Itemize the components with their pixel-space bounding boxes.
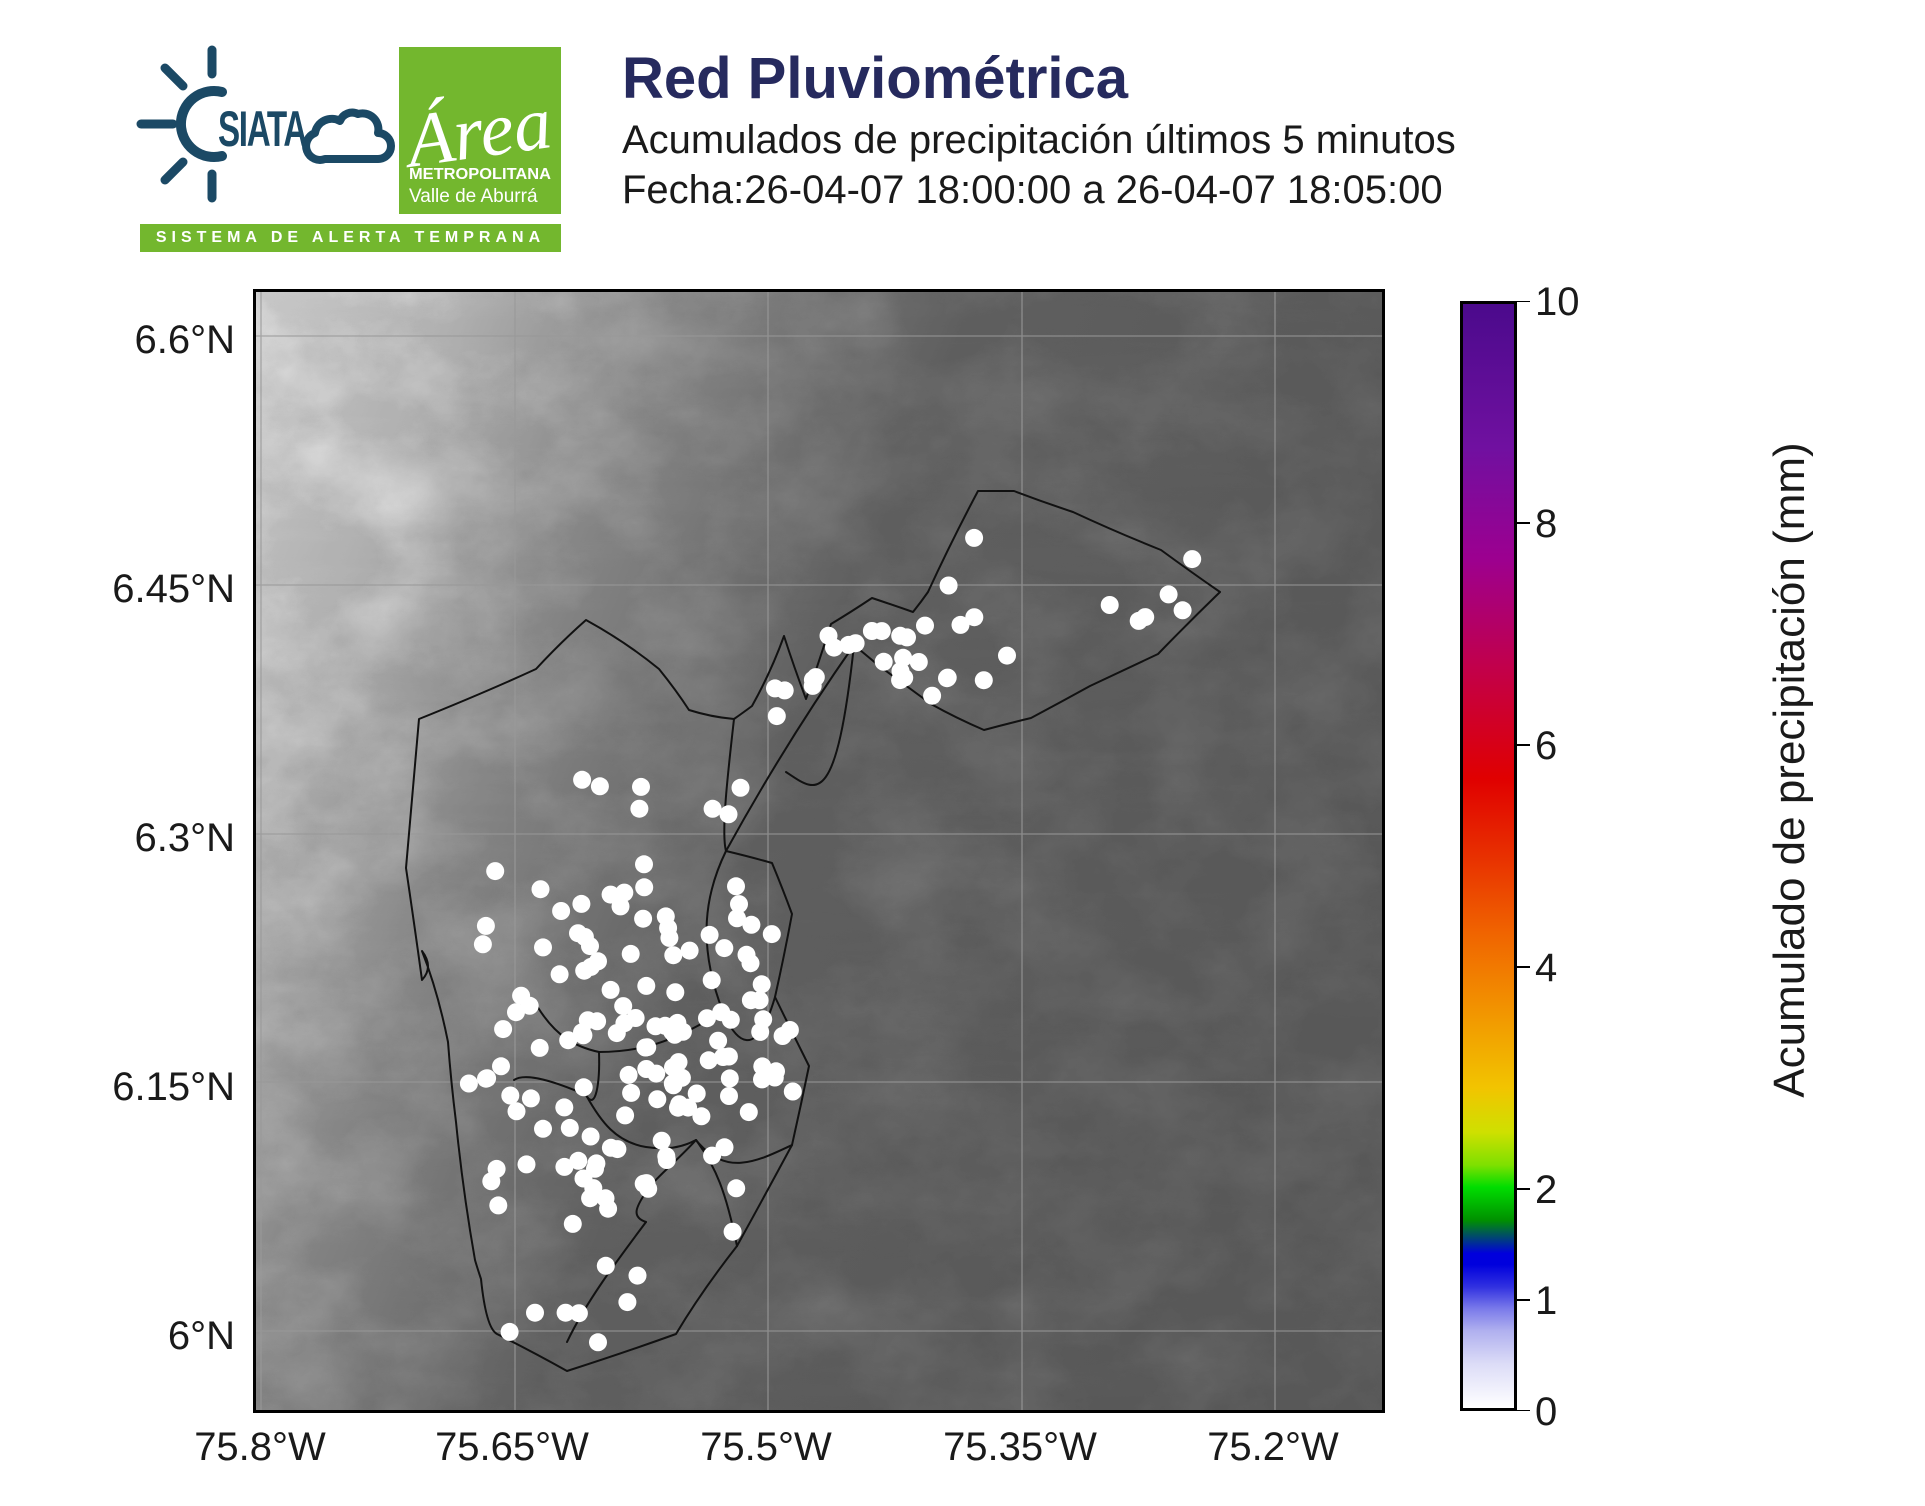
svg-text:SIATA: SIATA <box>218 101 307 157</box>
svg-text:METROPOLITANA: METROPOLITANA <box>409 166 551 183</box>
svg-text:Valle de Aburrá: Valle de Aburrá <box>409 186 538 207</box>
